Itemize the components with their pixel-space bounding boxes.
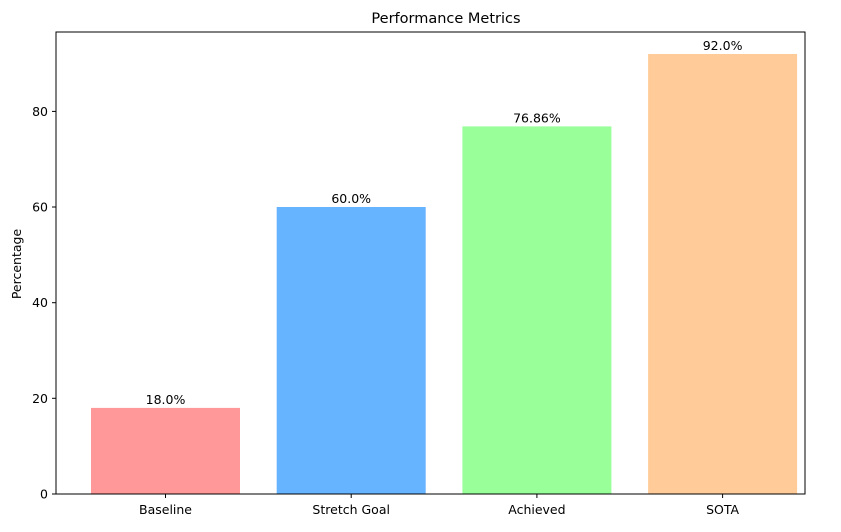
y-tick-label: 60 <box>32 200 48 215</box>
bars-layer <box>91 54 798 495</box>
bar-value-label: 76.86% <box>513 110 561 125</box>
chart-title: Performance Metrics <box>371 11 520 27</box>
bar-sota <box>648 54 798 494</box>
y-axis: 0 20 40 60 80 <box>32 104 56 502</box>
y-tick-label: 0 <box>40 487 48 502</box>
plot-frame <box>55 31 806 495</box>
x-tick-label: Stretch Goal <box>312 502 390 517</box>
y-axis-label: Percentage <box>9 229 24 300</box>
bar-value-label: 60.0% <box>331 191 371 206</box>
bar-value-label: 18.0% <box>146 392 186 407</box>
x-axis: Baseline Stretch Goal Achieved SOTA <box>139 494 740 517</box>
bar-stretch-goal <box>276 207 426 494</box>
x-tick-label: Achieved <box>508 502 565 517</box>
x-tick-label: Baseline <box>139 502 192 517</box>
y-tick-label: 80 <box>32 104 48 119</box>
value-labels-layer: 18.0% 60.0% 76.86% 92.0% <box>146 38 743 407</box>
x-tick-label: SOTA <box>706 502 739 517</box>
y-tick-label: 20 <box>32 391 48 406</box>
bar-baseline <box>91 407 240 494</box>
bar-value-label: 92.0% <box>703 38 743 53</box>
y-tick-label: 40 <box>32 295 48 310</box>
bar-achieved <box>462 126 612 495</box>
